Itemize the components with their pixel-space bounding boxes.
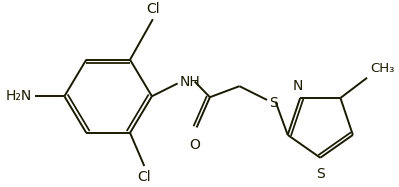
Text: Cl: Cl [146, 2, 160, 16]
Text: O: O [189, 139, 200, 152]
Text: Cl: Cl [138, 170, 151, 184]
Text: S: S [269, 96, 278, 110]
Text: CH₃: CH₃ [370, 62, 394, 75]
Text: N: N [293, 79, 304, 93]
Text: NH: NH [180, 75, 200, 89]
Text: H₂N: H₂N [6, 89, 32, 103]
Text: S: S [316, 167, 325, 181]
